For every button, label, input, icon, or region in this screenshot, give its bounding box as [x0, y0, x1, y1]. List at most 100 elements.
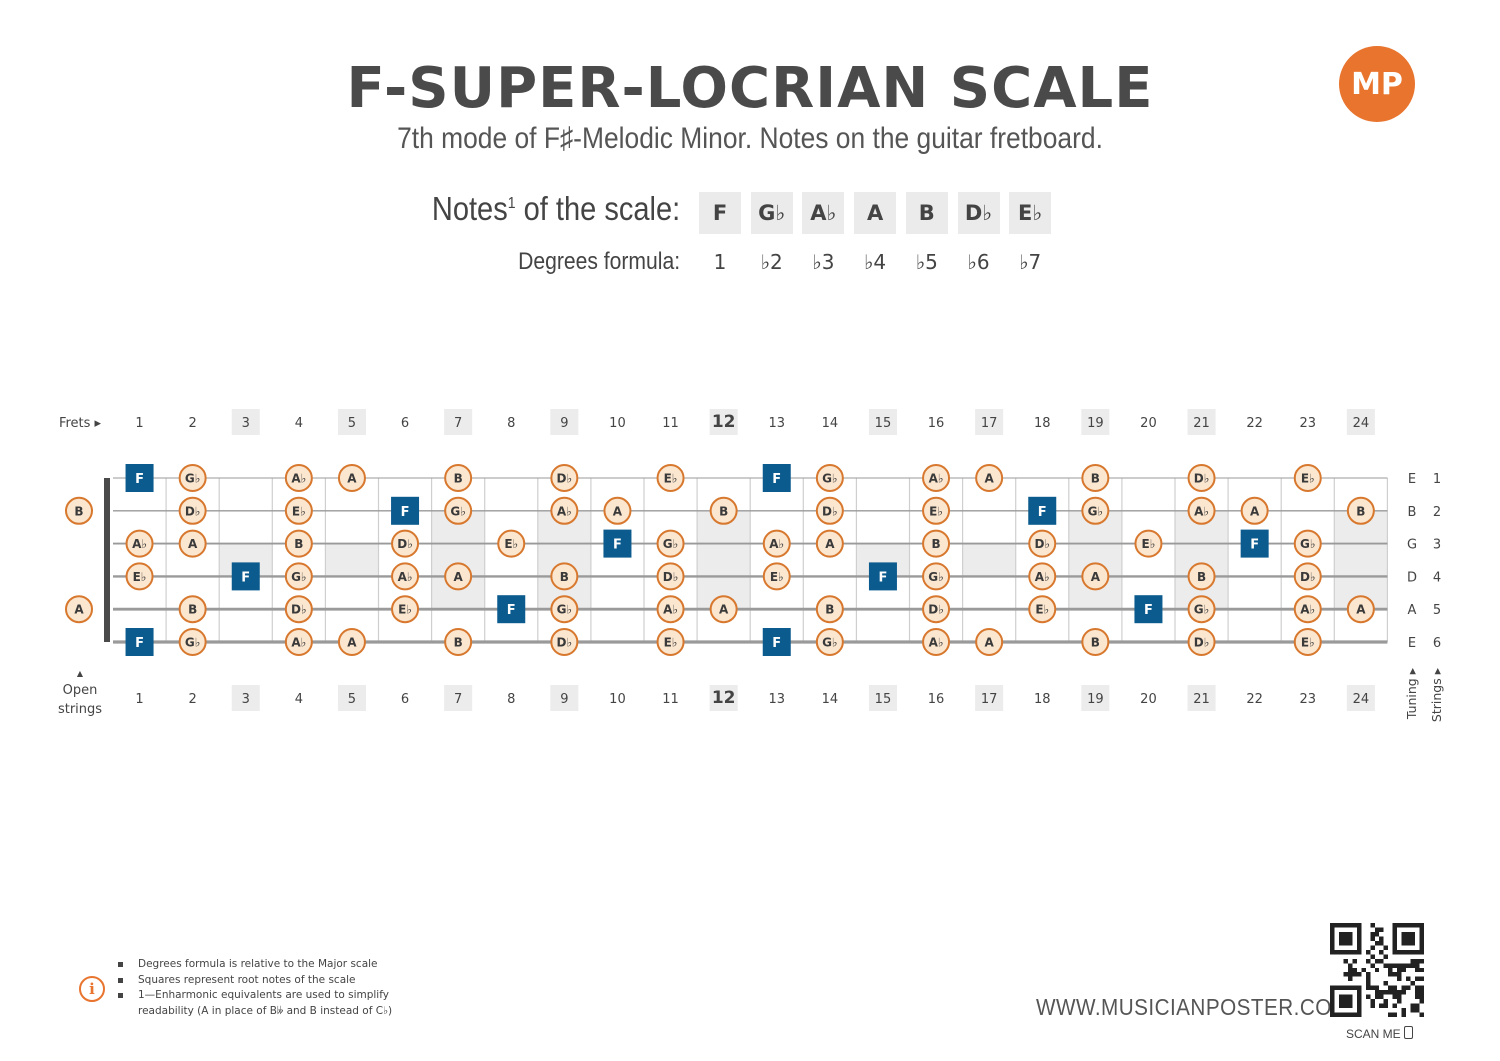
scale-note-label: E♭: [664, 636, 678, 650]
root-note-square: [762, 464, 791, 492]
scale-note-label: G♭: [663, 537, 679, 551]
scale-note-label: E♭: [398, 603, 412, 617]
scale-note-circle: [178, 464, 207, 492]
scale-note-label: B: [454, 472, 463, 486]
tuning-label: D: [1407, 570, 1417, 585]
fret-number: 16: [928, 416, 945, 431]
scale-note-label: E♭: [1301, 472, 1315, 486]
scale-note-label: A♭: [1035, 570, 1050, 584]
scale-note-circle: [656, 595, 685, 624]
scale-note-circle: [762, 529, 791, 558]
scale-note-circle: [1028, 529, 1057, 558]
fret-number-highlight: [868, 409, 897, 435]
scale-note-label: G♭: [1088, 504, 1104, 518]
scale-note-label: A: [985, 636, 995, 650]
scale-note-label: G♭: [1300, 537, 1316, 551]
scale-note-circle: [1028, 595, 1057, 624]
scale-note-circle: [656, 529, 685, 558]
scale-note-label: A♭: [132, 537, 147, 551]
inlay-band: [962, 543, 1016, 577]
qr-code-icon[interactable]: [1330, 923, 1424, 1017]
scale-note-label: A♭: [769, 537, 784, 551]
scale-note-circle: [656, 464, 685, 492]
scale-note-label: D♭: [1300, 570, 1316, 584]
scale-note-circle: [550, 628, 579, 656]
fret-number: 10: [609, 692, 626, 707]
scale-note-label: E♭: [770, 570, 784, 584]
degree-item: ♭7: [1019, 250, 1042, 274]
scale-note-label: A: [985, 472, 995, 486]
fret-number-highlight: [709, 409, 738, 435]
fret-number: 22: [1246, 692, 1263, 707]
scale-note-label: E♭: [1035, 603, 1049, 617]
fret-number: 21: [1193, 416, 1210, 431]
scale-note-circle: [656, 628, 685, 656]
fret-number: 7: [454, 416, 462, 431]
scale-note-circle: [815, 628, 844, 656]
scale-note-circle: [762, 562, 791, 591]
scale-note-label: D♭: [1194, 636, 1210, 650]
scale-note-label: D♭: [557, 472, 573, 486]
scale-note-label: E♭: [292, 504, 306, 518]
fret-number: 4: [295, 416, 303, 431]
fret-number-highlight: [1346, 685, 1375, 711]
root-note-square: [125, 464, 154, 492]
scale-note-label: A: [1091, 570, 1101, 584]
degree-item: ♭6: [967, 250, 990, 274]
scale-note-circle: [391, 529, 420, 558]
scale-note-circle: [815, 595, 844, 624]
fret-number-highlight: [1187, 685, 1216, 711]
scale-note-label: B: [1091, 636, 1100, 650]
fret-number: 16: [928, 692, 945, 707]
scale-note-label: E♭: [929, 504, 943, 518]
root-note-square: [231, 562, 260, 591]
scale-note-label: A: [1356, 603, 1366, 617]
scale-note-label: B: [294, 537, 303, 551]
scale-note-circle: [603, 496, 632, 525]
scale-note-circle: [1187, 628, 1216, 656]
inlay-band: [1334, 510, 1388, 610]
root-note-square: [1240, 529, 1269, 558]
scale-note-circle: [1346, 496, 1375, 525]
fret-number: 14: [822, 416, 839, 431]
scale-note-label: B: [560, 570, 569, 584]
root-note-square: [603, 529, 632, 558]
scale-note-circle: [1081, 496, 1110, 525]
scale-note-circle: [709, 496, 738, 525]
scale-note-circle: [284, 628, 313, 656]
root-note-label: F: [613, 538, 622, 553]
fret-number: 21: [1193, 692, 1210, 707]
fret-number-highlight: [337, 685, 366, 711]
scale-note-circle: [975, 464, 1004, 492]
website-link[interactable]: WWW.MUSICIANPOSTER.COM: [1036, 994, 1350, 1020]
scale-note-circle: [444, 464, 473, 492]
root-note-label: F: [772, 472, 781, 487]
scale-note-label: A♭: [291, 472, 306, 486]
scale-note-circle: [497, 529, 526, 558]
fret-number: 23: [1299, 416, 1316, 431]
fret-number: 1: [135, 416, 143, 431]
string-number: 6: [1433, 636, 1441, 651]
scale-note-circle: [1187, 496, 1216, 525]
fret-number: 6: [401, 692, 409, 707]
fret-number: 5: [348, 416, 356, 431]
scale-note-label: A♭: [929, 472, 944, 486]
root-note-label: F: [507, 603, 516, 618]
scale-note-label: D♭: [185, 504, 201, 518]
fret-number: 18: [1034, 416, 1051, 431]
up-arrow-icon: ▲: [77, 669, 84, 678]
fret-number: 8: [507, 416, 515, 431]
tuning-label: B: [1408, 505, 1417, 520]
musicianposter-logo[interactable]: MP: [1339, 46, 1415, 122]
fret-number-highlight: [550, 685, 579, 711]
fret-number-highlight: [444, 409, 473, 435]
scale-note-circle: [1293, 562, 1322, 591]
footnote-item: 1—Enharmonic equivalents are used to sim…: [118, 988, 438, 1019]
scale-note-label: B: [719, 504, 728, 518]
string-number: 3: [1433, 538, 1441, 553]
fret-number-highlight: [975, 409, 1004, 435]
scale-note-label: E♭: [504, 537, 518, 551]
nut: [104, 478, 110, 642]
scale-note-circle: [1187, 464, 1216, 492]
scale-note-box: F: [699, 192, 741, 234]
